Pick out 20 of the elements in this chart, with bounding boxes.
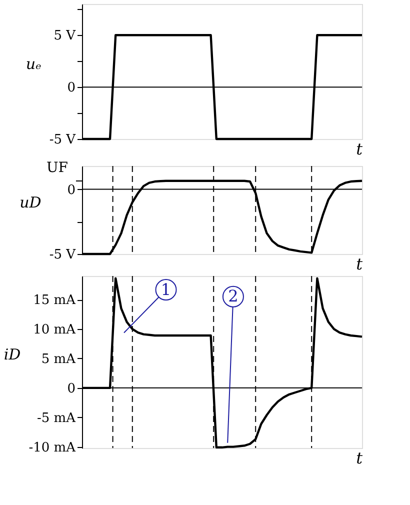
y-tick-label: -5 V [49, 248, 76, 262]
y-axis-title: uₑ [26, 55, 42, 73]
y-tick-label: 5 V [54, 28, 76, 44]
y-tick-label: -5 V [49, 132, 76, 148]
annotation: 2 [228, 286, 238, 306]
annotation: 1 [160, 280, 172, 299]
x-axis-title: t [356, 140, 364, 158]
y-tick-label: 15 mA [33, 293, 76, 308]
x-axis-title: t [356, 448, 364, 468]
y-tick-label: 10 mA [33, 322, 76, 338]
y-tick-label: 0 [67, 381, 76, 396]
y-tick-label: -10 mA [28, 440, 76, 456]
y-axis-title: uD [20, 194, 42, 212]
y-tick-label: 0 [67, 182, 76, 198]
y-tick-label: -5 mA [36, 410, 76, 426]
y-tick-label: 0 [67, 80, 76, 96]
text: UF [46, 160, 68, 176]
y-tick-label: 5 mA [41, 352, 76, 367]
y-axis-title: iD [4, 346, 21, 364]
x-axis-title: t [356, 254, 364, 274]
